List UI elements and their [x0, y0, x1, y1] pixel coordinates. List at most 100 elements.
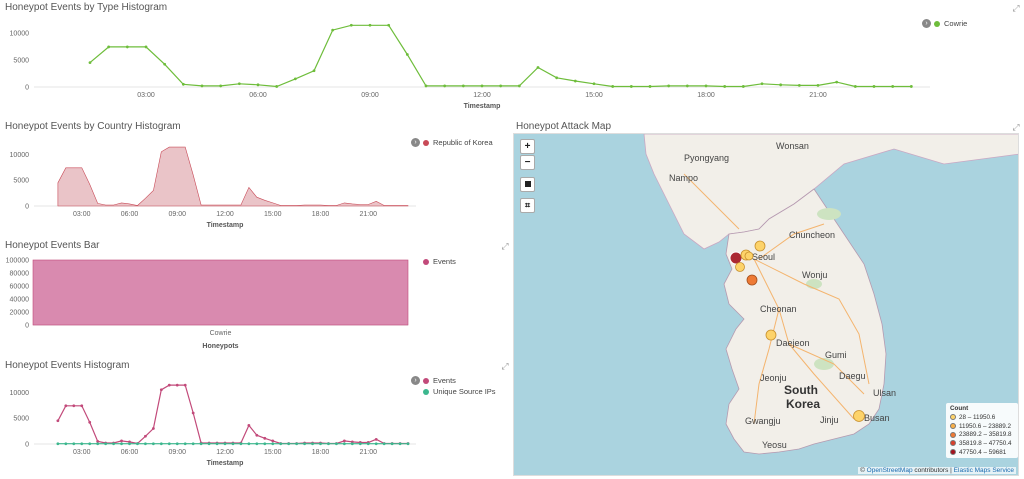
expand-icon[interactable]: ⤢ — [1012, 3, 1020, 13]
data-point — [667, 84, 671, 88]
x-tick-label: 12:00 — [473, 92, 491, 99]
attack-marker[interactable] — [746, 274, 758, 286]
map-canvas[interactable]: Pyongyang Nampo Wonsan Chuncheon Seoul W… — [514, 134, 1019, 476]
data-point — [517, 84, 521, 88]
data-point — [573, 79, 577, 83]
type-histogram-chart: 10000 5000 0 03:00 06:00 09:00 12:00 15:00 18:00… — [10, 23, 930, 110]
attack-map[interactable]: Pyongyang Nampo Wonsan Chuncheon Seoul W… — [513, 133, 1019, 476]
legend-swatch — [423, 139, 429, 146]
legend-label: Events — [433, 376, 456, 385]
data-point — [271, 439, 275, 443]
data-point — [760, 82, 764, 86]
data-point — [167, 383, 171, 387]
data-point — [390, 442, 394, 446]
data-point — [128, 442, 131, 446]
data-point — [350, 442, 354, 446]
zoom-out-button[interactable]: − — [520, 155, 535, 170]
fit-bounds-button[interactable]: ⌗ — [520, 198, 535, 213]
data-point — [175, 383, 179, 387]
x-axis-label: Timestamp — [207, 222, 244, 229]
data-point — [263, 436, 267, 440]
legend-item-cowrie[interactable]: › Cowrie — [922, 18, 967, 29]
x-tick-label: 09:00 — [361, 92, 379, 99]
data-point — [443, 84, 447, 88]
legend-item-events[interactable]: Events — [423, 256, 456, 267]
data-point — [835, 80, 839, 84]
attack-marker[interactable] — [735, 262, 745, 272]
data-point — [191, 442, 195, 446]
panel-title: Honeypot Events by Type Histogram — [5, 2, 168, 13]
x-tick-label: 15:00 — [264, 211, 282, 218]
data-point — [207, 442, 211, 446]
x-tick-label: 03:00 — [73, 449, 91, 456]
x-tick-label: 09:00 — [168, 211, 186, 218]
legend-label: Republic of Korea — [433, 138, 493, 147]
attack-marker[interactable] — [754, 240, 766, 252]
legend-item-events[interactable]: › Events — [411, 375, 496, 386]
data-point — [424, 84, 428, 88]
data-point — [167, 442, 171, 446]
y-tick-label: 100000 — [6, 258, 29, 265]
legend: › Cowrie — [922, 18, 967, 29]
series-line — [89, 24, 912, 88]
chevron-right-icon[interactable]: › — [411, 138, 420, 147]
data-point — [159, 388, 163, 392]
city-label: Jeonju — [760, 373, 787, 383]
data-point — [247, 424, 251, 427]
city-label: Seoul — [752, 252, 775, 262]
data-point — [406, 442, 410, 446]
data-point — [335, 442, 338, 446]
data-point — [723, 85, 727, 88]
ems-link[interactable]: Elastic Maps Service — [953, 467, 1014, 474]
x-tick-label: 03:00 — [73, 211, 91, 218]
legend-label: Cowrie — [944, 19, 968, 28]
park — [817, 208, 841, 220]
attack-marker[interactable] — [853, 410, 865, 422]
attack-marker[interactable] — [744, 251, 754, 261]
country-label: Korea — [786, 397, 820, 411]
legend: › Events Unique Source IPs — [411, 375, 496, 397]
data-point — [72, 404, 76, 408]
data-point — [200, 84, 204, 88]
data-point — [287, 442, 291, 446]
data-point — [779, 83, 783, 87]
legend-item-unique-source-ips[interactable]: Unique Source IPs — [411, 386, 496, 397]
data-point — [219, 84, 223, 88]
y-tick-label: 0 — [25, 442, 29, 449]
data-point — [125, 45, 129, 49]
y-tick-label: 0 — [25, 323, 29, 330]
panel-events-bar: Honeypot Events Bar ⤢ 100000 80000 60000 40… — [0, 238, 512, 356]
data-point — [295, 442, 299, 446]
data-point — [685, 84, 689, 88]
map-legend-row: 35819.8 – 47750.4 — [950, 439, 1014, 448]
data-point — [374, 437, 378, 441]
data-point — [271, 442, 275, 446]
legend-swatch — [934, 20, 940, 27]
data-point — [151, 442, 155, 446]
city-label: Jinju — [820, 415, 839, 425]
panel-title: Honeypot Events Bar — [5, 240, 100, 251]
expand-icon[interactable]: ⤢ — [1012, 122, 1020, 132]
data-point — [629, 85, 633, 88]
map-legend-row: 23889.2 – 35819.8 — [950, 430, 1014, 439]
attack-marker[interactable] — [765, 329, 777, 341]
data-point — [405, 53, 409, 56]
map-attribution: © OpenStreetMap contributors | Elastic M… — [858, 467, 1016, 474]
osm-link[interactable]: OpenStreetMap — [866, 467, 913, 474]
panel-country-histogram: Honeypot Events by Country Histogram 100… — [0, 119, 512, 237]
panel-events-histogram: Honeypot Events Histogram ⤢ 10000 5000 0 03… — [0, 358, 512, 479]
legend-item-korea[interactable]: › Republic of Korea — [411, 137, 493, 148]
data-point — [349, 23, 353, 27]
data-point — [342, 442, 346, 446]
data-point — [72, 442, 76, 446]
y-tick-label: 5000 — [13, 178, 29, 185]
data-point — [199, 442, 203, 446]
expand-icon[interactable]: ⤢ — [501, 241, 509, 251]
chevron-right-icon[interactable]: › — [411, 376, 420, 385]
data-point — [256, 83, 260, 87]
expand-icon[interactable]: ⤢ — [501, 361, 509, 371]
zoom-in-button[interactable]: + — [520, 139, 535, 154]
draw-rectangle-button[interactable] — [520, 177, 535, 192]
chevron-right-icon[interactable]: › — [922, 19, 931, 28]
x-axis-label: Honeypots — [202, 343, 238, 350]
